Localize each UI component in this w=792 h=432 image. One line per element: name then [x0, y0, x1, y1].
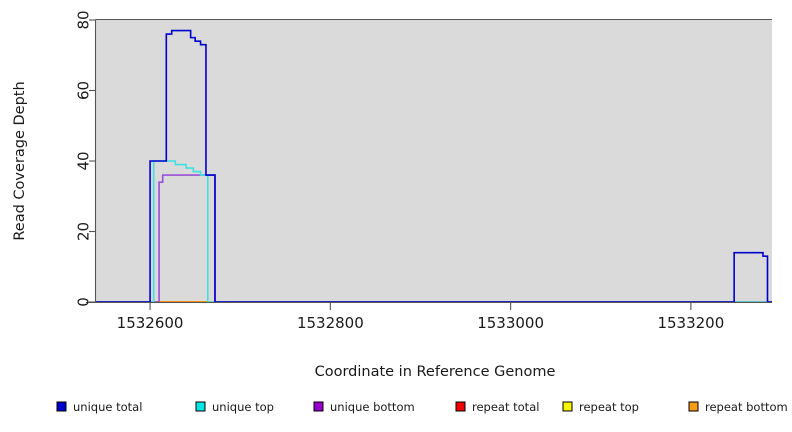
legend-swatch-unique-top: [195, 401, 206, 412]
legend-swatch-unique-total: [56, 401, 67, 412]
legend-swatch-repeat-total: [455, 401, 466, 412]
x-tick-label: 1532600: [117, 314, 184, 332]
legend-label-repeat-total: repeat total: [472, 400, 539, 414]
x-axis-title: Coordinate in Reference Genome: [315, 364, 556, 380]
series-unique-total: [96, 29, 772, 303]
repeat-region-left: [96, 20, 772, 302]
legend-label-unique-bottom: unique bottom: [330, 400, 415, 414]
y-tick-label: 80: [75, 10, 93, 29]
legend-label-repeat-top: repeat top: [579, 400, 639, 414]
legend-swatch-repeat-bottom: [688, 401, 699, 412]
shaded-repeat-regions: [96, 20, 772, 302]
y-tick-label: 40: [75, 151, 93, 170]
y-tick-label: 20: [75, 222, 93, 241]
y-tick-label: 60: [75, 81, 93, 100]
y-axis-title: Read Coverage Depth: [12, 81, 28, 240]
x-tick-label: 1532800: [297, 314, 364, 332]
x-axis-ticks: 1532600 1532800 1533000 1533200: [117, 302, 724, 332]
x-tick-label: 1533000: [477, 314, 544, 332]
legend-label-repeat-bottom: repeat bottom: [705, 400, 788, 414]
repeat-region-right: [686, 20, 772, 302]
legend-label-unique-total: unique total: [73, 400, 142, 414]
chart-legend: unique total unique top unique bottom repea…: [56, 400, 788, 414]
legend-swatch-unique-bottom: [313, 401, 324, 412]
legend-label-unique-top: unique top: [212, 400, 274, 414]
x-tick-label: 1533200: [657, 314, 724, 332]
y-axis-ticks: 0 20 40 60 80: [75, 10, 96, 307]
y-tick-label: 0: [75, 297, 93, 307]
legend-swatch-repeat-top: [562, 401, 573, 412]
